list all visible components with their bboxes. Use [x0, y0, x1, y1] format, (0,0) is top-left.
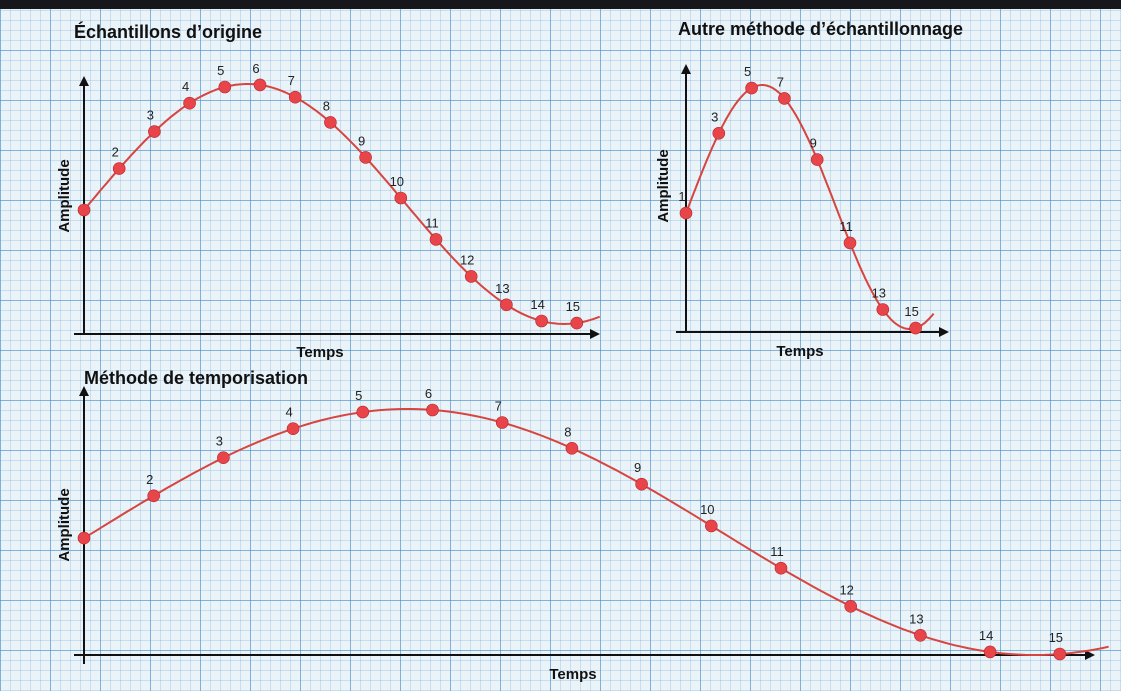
sample-point-12	[844, 599, 858, 613]
panel-timing-method: Méthode de temporisation Amplitude Temps…	[56, 368, 1109, 683]
sample-point-label: 7	[777, 74, 784, 89]
y-axis-label: Amplitude	[655, 149, 672, 222]
sample-point-6	[426, 403, 439, 417]
sample-point-9	[359, 151, 372, 164]
sample-point-3	[148, 125, 161, 138]
sample-point-label: 5	[217, 63, 224, 78]
sample-point-10	[394, 191, 408, 205]
sample-point-15	[1053, 647, 1067, 661]
sample-point-13	[876, 303, 890, 316]
sample-point-13	[914, 628, 927, 642]
sample-point-label: 11	[839, 219, 853, 234]
panel-alternate-sampling: Autre méthode d’échantillonnage Amplitud…	[655, 19, 963, 360]
sample-point-label: 7	[288, 73, 295, 88]
sample-point-12	[464, 270, 478, 283]
sample-point-13	[500, 298, 513, 312]
sample-point-label: 12	[460, 252, 474, 267]
sample-point-label: 3	[216, 434, 223, 449]
sample-point-label: 15	[1049, 630, 1063, 645]
sample-point-label: 10	[700, 502, 714, 517]
sample-point-label: 2	[112, 145, 119, 160]
sample-point-label: 8	[323, 98, 330, 113]
signal-curve	[83, 408, 1109, 656]
panel-title: Méthode de temporisation	[84, 368, 308, 388]
sample-point-1	[77, 203, 91, 217]
sample-point-11	[843, 236, 857, 250]
sample-point-label: 6	[425, 386, 432, 401]
sample-point-label: 14	[530, 297, 544, 312]
sample-point-label: 11	[770, 544, 784, 559]
sample-point-label: 7	[495, 399, 502, 414]
sample-point-label: 2	[146, 472, 153, 487]
sample-point-9	[810, 153, 824, 166]
sample-point-9	[635, 477, 648, 491]
sample-point-3	[217, 451, 230, 465]
sample-point-label: 9	[810, 136, 817, 151]
sample-point-label: 3	[147, 108, 154, 123]
signal-curve	[83, 83, 601, 326]
sample-point-label: 13	[872, 286, 886, 301]
sample-point-15	[909, 321, 922, 335]
x-axis-label: Temps	[296, 344, 343, 361]
sample-point-label: 9	[358, 133, 365, 148]
signal-curve	[685, 84, 935, 330]
sample-point-11	[774, 561, 788, 575]
sample-point-15	[570, 316, 584, 330]
sample-point-4	[286, 422, 300, 436]
sample-point-4	[183, 96, 196, 110]
sample-point-label: 9	[634, 460, 641, 475]
panel-title: Autre méthode d’échantillonnage	[678, 19, 963, 39]
sample-point-label: 12	[839, 582, 853, 597]
sample-point-14	[535, 314, 548, 328]
x-axis-label: Temps	[549, 666, 596, 683]
sample-point-5	[745, 81, 758, 95]
sample-point-label: 13	[495, 281, 509, 296]
sample-point-label: 15	[904, 304, 918, 319]
sample-point-label: 1	[678, 189, 685, 204]
sample-points: 2 3 4 5 6 7 8 9 10 11 12 13 14 15	[77, 386, 1067, 661]
sample-point-label: 8	[564, 424, 571, 439]
sample-point-6	[253, 78, 267, 92]
sample-point-11	[429, 233, 443, 246]
sample-point-14	[983, 645, 997, 659]
sample-point-8	[565, 441, 579, 455]
sample-point-label: 4	[285, 405, 292, 420]
x-axis-label: Temps	[776, 343, 823, 360]
y-axis-label: Amplitude	[56, 488, 73, 561]
sample-point-7	[495, 416, 509, 429]
sample-point-label: 14	[979, 628, 993, 643]
y-axis-label: Amplitude	[56, 159, 73, 232]
sample-point-10	[704, 519, 718, 533]
sample-point-2	[147, 489, 160, 503]
sample-point-7	[288, 90, 302, 104]
sample-point-5	[356, 405, 370, 419]
sample-point-2	[112, 162, 126, 175]
sample-point-1	[77, 531, 91, 545]
sample-point-5	[218, 80, 232, 94]
sample-point-label: 3	[711, 109, 718, 124]
sample-point-label: 4	[182, 79, 189, 94]
sample-points: 2 3 4 5 6 7 8 9 10 11 12 13 14 15	[77, 61, 584, 330]
sample-point-label: 10	[390, 174, 404, 189]
sample-point-label: 15	[566, 299, 580, 314]
sample-point-label: 13	[909, 611, 923, 626]
sample-point-1	[679, 206, 693, 220]
sample-point-label: 5	[355, 388, 362, 403]
sample-point-label: 11	[425, 215, 439, 230]
panel-original-samples: Échantillons d’origine Amplitude Temps 2…	[56, 21, 601, 361]
sample-point-7	[778, 92, 791, 105]
sample-point-8	[324, 116, 337, 129]
sample-point-label: 5	[744, 64, 751, 79]
sample-point-label: 6	[252, 61, 259, 76]
panel-title: Échantillons d’origine	[74, 21, 262, 42]
sample-point-3	[712, 127, 726, 140]
